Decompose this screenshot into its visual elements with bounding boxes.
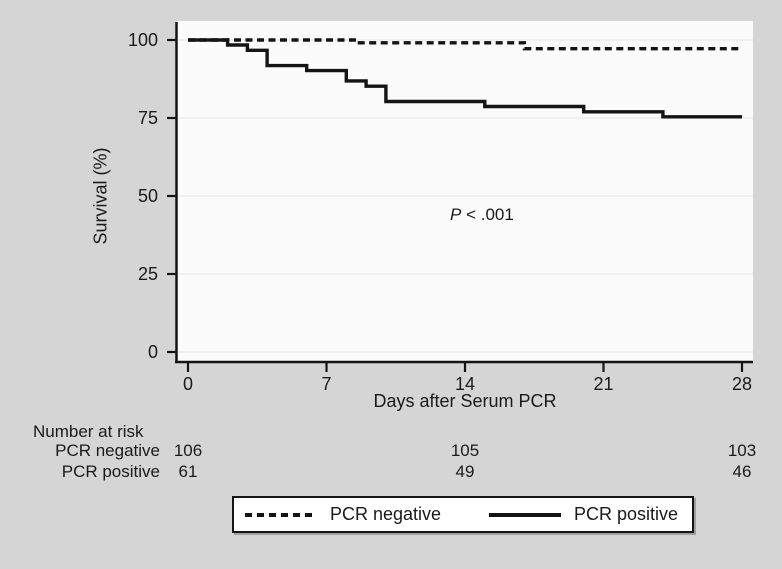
risk-count-pcr-negative-day0: 106 bbox=[173, 441, 203, 460]
risk-count-pcr-positive-day0: 61 bbox=[178, 462, 198, 481]
risk-table-title: Number at risk bbox=[33, 422, 144, 441]
risk-count-pcr-negative-day14: 105 bbox=[450, 441, 480, 460]
y-tick-label-50: 50 bbox=[137, 186, 158, 206]
x-tick-label-21: 21 bbox=[593, 374, 614, 394]
solid-line-sample bbox=[488, 512, 561, 517]
legend-label-pcr-negative: PCR negative bbox=[330, 504, 442, 524]
risk-row-label-pcr-negative: PCR negative bbox=[55, 441, 160, 460]
risk-count-pcr-positive-day28: 46 bbox=[732, 462, 752, 481]
survival-curve-pcr-negative bbox=[188, 38, 742, 51]
y-axis-title: Survival (%) bbox=[90, 147, 111, 245]
risk-count-pcr-positive-day14: 49 bbox=[455, 462, 475, 481]
p-value-text: < .001 bbox=[461, 205, 514, 224]
legend-item-pcr-negative: PCR negative bbox=[245, 504, 441, 525]
x-tick-label-0: 0 bbox=[182, 374, 193, 394]
x-axis-title: Days after Serum PCR bbox=[373, 391, 557, 411]
dotted-line-sample bbox=[245, 512, 317, 517]
survival-curve-pcr-positive bbox=[188, 38, 742, 119]
y-tick-label-100: 100 bbox=[127, 30, 158, 50]
x-tick-label-14: 14 bbox=[454, 374, 476, 394]
legend: PCR negative PCR positive bbox=[232, 496, 694, 533]
p-value-annotation: P < .001 bbox=[450, 205, 514, 225]
y-tick-label-25: 25 bbox=[137, 264, 158, 284]
x-tick-label-7: 7 bbox=[321, 374, 332, 394]
legend-item-pcr-positive: PCR positive bbox=[488, 504, 678, 525]
plot-area bbox=[176, 21, 753, 363]
legend-label-pcr-positive: PCR positive bbox=[573, 504, 678, 524]
p-value-symbol: P bbox=[450, 205, 462, 224]
y-tick-label-75: 75 bbox=[137, 108, 158, 128]
y-tick-label-0: 0 bbox=[147, 342, 158, 362]
x-tick-label-28: 28 bbox=[731, 374, 753, 394]
risk-count-pcr-negative-day28: 103 bbox=[727, 441, 757, 460]
risk-row-label-pcr-positive: PCR positive bbox=[61, 462, 160, 481]
